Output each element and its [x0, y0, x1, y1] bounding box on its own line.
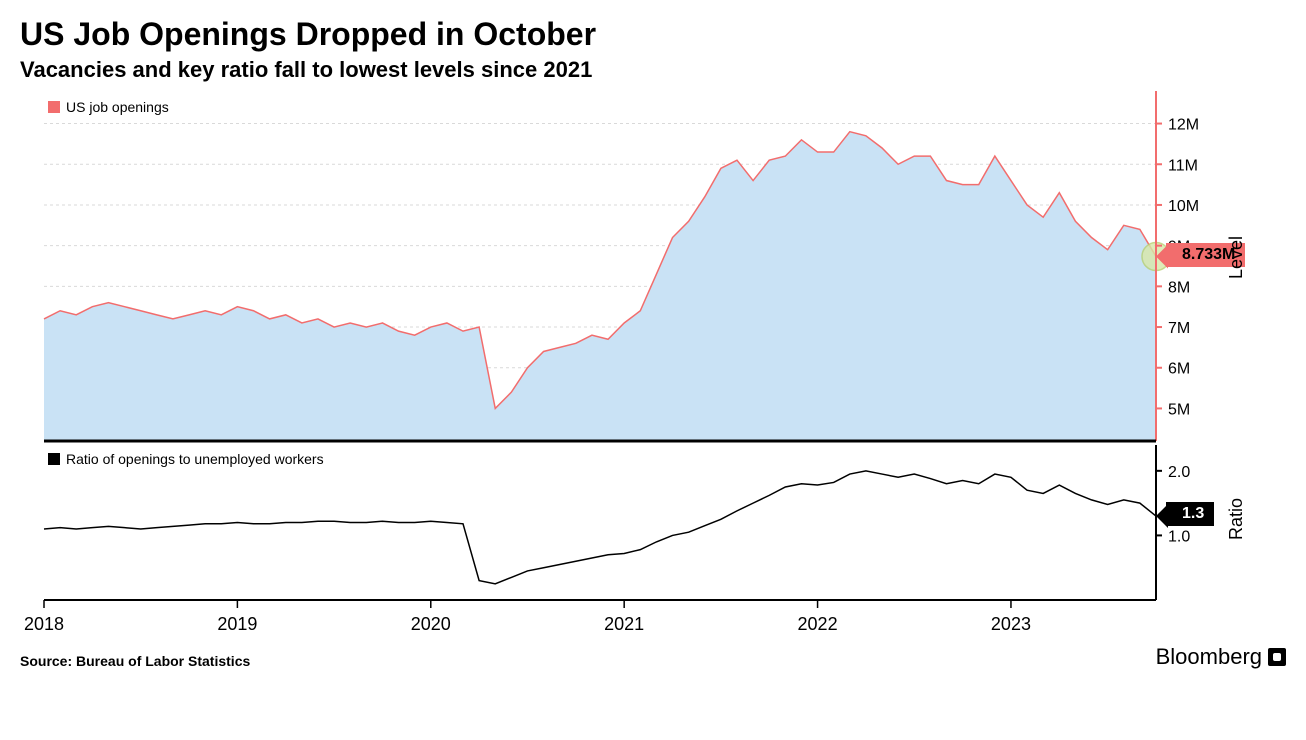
- svg-text:2021: 2021: [604, 614, 644, 634]
- svg-text:8M: 8M: [1168, 279, 1190, 296]
- brand-label: Bloomberg: [1156, 644, 1286, 670]
- chart-area: 5M6M7M8M9M10M11M12M1.02.0201820192020202…: [20, 91, 1286, 640]
- svg-text:7M: 7M: [1168, 320, 1190, 337]
- brand-icon: [1268, 648, 1286, 666]
- svg-text:2023: 2023: [991, 614, 1031, 634]
- svg-text:6M: 6M: [1168, 361, 1190, 378]
- legend-text: US job openings: [66, 99, 169, 115]
- svg-text:2018: 2018: [24, 614, 64, 634]
- legend-swatch-icon: [48, 453, 60, 465]
- legend-text: Ratio of openings to unemployed workers: [66, 451, 324, 467]
- svg-text:2022: 2022: [798, 614, 838, 634]
- svg-text:1.0: 1.0: [1168, 528, 1190, 545]
- bottom-chart-legend: Ratio of openings to unemployed workers: [48, 449, 324, 469]
- top-chart-axis-title: Level: [1226, 236, 1247, 279]
- legend-swatch-icon: [48, 101, 60, 113]
- svg-text:5M: 5M: [1168, 401, 1190, 418]
- source-text: Source: Bureau of Labor Statistics: [20, 653, 250, 669]
- chart-footer: Source: Bureau of Labor Statistics Bloom…: [20, 644, 1286, 670]
- chart-subtitle: Vacancies and key ratio fall to lowest l…: [20, 57, 1286, 83]
- svg-text:12M: 12M: [1168, 117, 1199, 134]
- svg-text:11M: 11M: [1168, 157, 1198, 174]
- bottom-chart-axis-title: Ratio: [1226, 498, 1247, 540]
- svg-text:2020: 2020: [411, 614, 451, 634]
- top-chart-legend: US job openings: [48, 97, 169, 117]
- svg-text:2019: 2019: [217, 614, 257, 634]
- chart-title: US Job Openings Dropped in October: [20, 16, 1286, 53]
- brand-text: Bloomberg: [1156, 644, 1262, 670]
- svg-text:2.0: 2.0: [1168, 464, 1190, 481]
- bottom-chart-value-flag: 1.3: [1166, 502, 1214, 526]
- svg-text:10M: 10M: [1168, 198, 1199, 215]
